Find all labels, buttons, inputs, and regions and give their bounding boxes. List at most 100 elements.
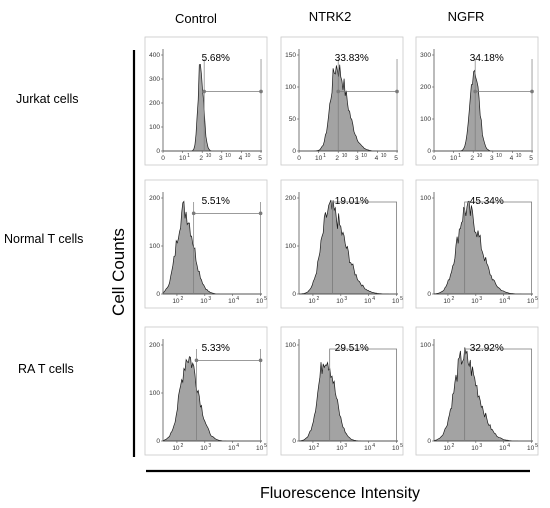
gate-marker bbox=[191, 211, 196, 216]
gate-marker bbox=[258, 211, 263, 216]
x-tick-label: 5 bbox=[394, 155, 398, 162]
x-tick-label: 4 bbox=[375, 155, 379, 162]
x-tick-exponent: 1 bbox=[187, 153, 190, 159]
x-tick-exponent: 5 bbox=[400, 443, 403, 449]
x-tick-label: 10 bbox=[228, 445, 236, 452]
x-tick-exponent: 10 bbox=[342, 153, 348, 159]
gate-marker bbox=[258, 358, 263, 363]
y-tick-label: 300 bbox=[149, 76, 160, 83]
y-tick-label: 0 bbox=[427, 148, 431, 155]
x-tick-exponent: 10 bbox=[516, 153, 522, 159]
gate-percentage-jurkat-cells-ngfr: 34.18% bbox=[470, 53, 504, 64]
x-tick-label: 10 bbox=[364, 445, 372, 452]
histogram-jurkat-cells-ngfr bbox=[434, 69, 533, 152]
x-tick-label: 10 bbox=[179, 155, 187, 162]
gate-percentage-normal-t-cells-ngfr: 45.34% bbox=[470, 196, 504, 207]
x-tick-label: 10 bbox=[336, 445, 344, 452]
y-tick-label: 150 bbox=[285, 52, 296, 59]
gate-percentage-jurkat-cells-ntrk2: 33.83% bbox=[335, 53, 369, 64]
x-tick-label: 10 bbox=[450, 155, 458, 162]
x-tick-label: 0 bbox=[432, 155, 436, 162]
x-tick-label: 10 bbox=[172, 298, 180, 305]
column-title-ngfr: NGFR bbox=[448, 9, 485, 24]
y-tick-label: 100 bbox=[285, 84, 296, 91]
x-tick-label: 5 bbox=[529, 155, 533, 162]
x-tick-label: 10 bbox=[308, 298, 316, 305]
panel-frame bbox=[415, 36, 539, 166]
panel-frame bbox=[280, 326, 404, 456]
y-tick-label: 0 bbox=[156, 148, 160, 155]
y-tick-label: 200 bbox=[420, 84, 431, 91]
x-tick-label: 10 bbox=[256, 445, 264, 452]
x-tick-exponent: 3 bbox=[479, 443, 482, 449]
y-tick-label: 0 bbox=[292, 291, 296, 298]
y-tick-label: 0 bbox=[156, 291, 160, 298]
y-tick-label: 0 bbox=[427, 291, 431, 298]
gate-percentage-ra-t-cells-control: 5.33% bbox=[202, 343, 230, 354]
histogram-ra-t-cells-ngfr bbox=[433, 347, 533, 442]
y-tick-label: 100 bbox=[149, 390, 160, 397]
panel-frame bbox=[415, 326, 539, 456]
x-tick-label: 10 bbox=[471, 445, 479, 452]
x-tick-exponent: 10 bbox=[477, 153, 483, 159]
gate-marker bbox=[202, 89, 206, 94]
x-tick-label: 4 bbox=[510, 155, 514, 162]
y-tick-label: 200 bbox=[149, 195, 160, 202]
histogram-ra-t-cells-control bbox=[162, 356, 262, 442]
gate-percentage-jurkat-cells-control: 5.68% bbox=[202, 53, 230, 64]
gate-percentage-normal-t-cells-control: 5.51% bbox=[202, 196, 230, 207]
x-axis-label: Fluorescence Intensity bbox=[260, 485, 420, 502]
x-tick-exponent: 5 bbox=[400, 296, 403, 302]
x-tick-exponent: 10 bbox=[381, 153, 387, 159]
y-tick-label: 100 bbox=[420, 116, 431, 123]
gate-bracket bbox=[464, 201, 533, 294]
y-tick-label: 100 bbox=[420, 342, 431, 349]
x-tick-label: 0 bbox=[297, 155, 301, 162]
x-tick-label: 10 bbox=[443, 298, 451, 305]
gate-percentage-normal-t-cells-ntrk2: 19.01% bbox=[335, 196, 369, 207]
x-tick-label: 10 bbox=[499, 445, 507, 452]
x-tick-exponent: 2 bbox=[451, 296, 454, 302]
x-tick-exponent: 5 bbox=[264, 443, 267, 449]
x-tick-exponent: 4 bbox=[507, 443, 510, 449]
histogram-jurkat-cells-ntrk2 bbox=[299, 64, 398, 152]
x-tick-label: 10 bbox=[308, 445, 316, 452]
x-tick-label: 10 bbox=[499, 298, 507, 305]
x-tick-label: 2 bbox=[199, 155, 203, 162]
x-tick-exponent: 4 bbox=[236, 296, 239, 302]
x-tick-exponent: 3 bbox=[344, 296, 347, 302]
y-tick-label: 300 bbox=[420, 52, 431, 59]
gate-percentage-ra-t-cells-ntrk2: 29.51% bbox=[335, 343, 369, 354]
gate-percentage-ra-t-cells-ngfr: 32.92% bbox=[470, 343, 504, 354]
x-tick-exponent: 3 bbox=[344, 443, 347, 449]
x-tick-label: 10 bbox=[392, 445, 400, 452]
gate-bracket bbox=[464, 348, 533, 441]
x-tick-exponent: 5 bbox=[535, 296, 538, 302]
x-tick-exponent: 5 bbox=[535, 443, 538, 449]
x-tick-label: 2 bbox=[335, 155, 339, 162]
x-tick-exponent: 2 bbox=[316, 443, 319, 449]
y-tick-label: 0 bbox=[156, 438, 160, 445]
row-label-jurkat: Jurkat cells bbox=[16, 92, 79, 106]
x-tick-label: 10 bbox=[364, 298, 372, 305]
x-tick-exponent: 10 bbox=[206, 153, 212, 159]
x-tick-label: 2 bbox=[470, 155, 474, 162]
x-tick-label: 10 bbox=[256, 298, 264, 305]
histogram-jurkat-cells-control bbox=[163, 64, 262, 152]
x-tick-label: 10 bbox=[443, 445, 451, 452]
y-tick-label: 50 bbox=[289, 116, 297, 123]
y-tick-label: 100 bbox=[149, 243, 160, 250]
histogram-normal-t-cells-ntrk2 bbox=[298, 199, 398, 295]
x-tick-label: 10 bbox=[471, 298, 479, 305]
x-tick-label: 0 bbox=[161, 155, 165, 162]
y-tick-label: 400 bbox=[149, 52, 160, 59]
